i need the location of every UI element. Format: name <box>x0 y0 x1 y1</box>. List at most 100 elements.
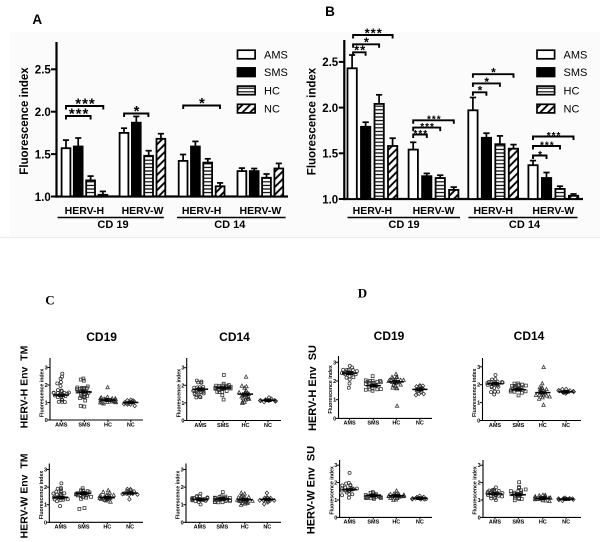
svg-text:SMS: SMS <box>78 422 90 428</box>
svg-text:3: 3 <box>181 468 184 474</box>
svg-text:CD19: CD19 <box>374 329 405 343</box>
svg-text:*: * <box>134 103 141 120</box>
svg-text:*: * <box>484 75 490 89</box>
svg-text:AMS: AMS <box>343 421 356 427</box>
svg-text:HERV-W: HERV-W <box>532 205 574 217</box>
svg-text:***: *** <box>69 105 90 122</box>
svg-text:HC: HC <box>103 525 111 531</box>
svg-text:***: *** <box>427 115 442 126</box>
svg-text:HC: HC <box>392 421 400 427</box>
svg-text:CD 14: CD 14 <box>214 219 246 231</box>
svg-text:1: 1 <box>334 498 337 504</box>
svg-text:SMS: SMS <box>367 421 379 427</box>
svg-text:*: * <box>199 95 206 112</box>
svg-text:HERV-H: HERV-H <box>182 205 221 217</box>
svg-text:2.0: 2.0 <box>35 107 51 119</box>
svg-text:SMS: SMS <box>564 67 588 79</box>
svg-text:NC: NC <box>416 520 424 526</box>
svg-text:Fluorescence index: Fluorescence index <box>176 471 182 520</box>
svg-text:AMS: AMS <box>564 50 588 62</box>
svg-text:HC: HC <box>104 422 112 428</box>
svg-text:Fluorescence index: Fluorescence index <box>473 466 479 515</box>
svg-text:HC: HC <box>241 525 249 531</box>
svg-text:0: 0 <box>334 515 337 521</box>
svg-text:***: *** <box>547 131 562 142</box>
svg-text:1: 1 <box>44 503 47 509</box>
svg-text:HERV-W: HERV-W <box>239 205 281 217</box>
svg-text:Fluorescence index: Fluorescence index <box>328 365 334 414</box>
svg-text:0: 0 <box>477 419 480 425</box>
svg-text:2: 2 <box>44 485 47 491</box>
svg-text:1: 1 <box>333 398 336 404</box>
svg-text:Fluorescence index: Fluorescence index <box>329 466 335 515</box>
svg-text:SMS: SMS <box>216 525 228 531</box>
svg-text:SMS: SMS <box>78 525 90 531</box>
svg-text:HERV-H: HERV-H <box>473 205 512 217</box>
svg-text:NC: NC <box>564 104 580 116</box>
svg-text:0: 0 <box>181 419 184 425</box>
svg-text:AMS: AMS <box>264 50 288 62</box>
svg-text:2.5: 2.5 <box>322 57 339 69</box>
svg-text:HC: HC <box>564 85 580 97</box>
svg-text:3: 3 <box>45 366 48 372</box>
svg-text:AMS: AMS <box>55 422 68 428</box>
svg-text:AMS: AMS <box>489 520 502 526</box>
svg-text:HERV-W: HERV-W <box>122 205 164 217</box>
svg-text:***: *** <box>420 122 435 133</box>
svg-text:3: 3 <box>44 468 47 474</box>
svg-text:2: 2 <box>45 383 48 389</box>
svg-text:AMS: AMS <box>489 423 502 429</box>
svg-text:AMS: AMS <box>194 525 207 531</box>
svg-text:*: * <box>538 150 543 161</box>
svg-text:A: A <box>32 12 42 27</box>
svg-text:CD14: CD14 <box>514 329 545 343</box>
svg-text:CD 19: CD 19 <box>388 219 419 231</box>
svg-text:HC: HC <box>539 423 547 429</box>
svg-text:HC: HC <box>264 85 280 97</box>
svg-text:HC: HC <box>392 520 400 526</box>
svg-text:2: 2 <box>477 383 480 389</box>
svg-text:SMS: SMS <box>512 423 524 429</box>
svg-text:1.5: 1.5 <box>35 149 52 161</box>
svg-text:NC: NC <box>264 423 272 429</box>
svg-text:1.5: 1.5 <box>322 149 339 161</box>
svg-text:0: 0 <box>478 515 481 521</box>
svg-text:AMS: AMS <box>54 525 67 531</box>
svg-text:0: 0 <box>333 416 336 422</box>
svg-text:Fluorescence index: Fluorescence index <box>39 471 45 520</box>
svg-text:HERV-H Env SU: HERV-H Env SU <box>307 345 319 431</box>
svg-text:HERV-W Env SU: HERV-W Env SU <box>305 446 317 534</box>
svg-text:1: 1 <box>181 503 184 509</box>
svg-text:SMS: SMS <box>512 520 524 526</box>
svg-text:NC: NC <box>562 423 570 429</box>
svg-text:Fluorescence index: Fluorescence index <box>40 369 46 418</box>
svg-text:2.5: 2.5 <box>35 65 52 77</box>
svg-text:3: 3 <box>477 365 480 371</box>
svg-text:NC: NC <box>263 525 271 531</box>
svg-text:NC: NC <box>562 520 570 526</box>
svg-text:C: C <box>45 293 54 308</box>
svg-text:0: 0 <box>44 520 47 526</box>
svg-text:2: 2 <box>334 481 337 487</box>
svg-text:SMS: SMS <box>217 423 229 429</box>
svg-text:3: 3 <box>478 463 481 469</box>
svg-text:***: *** <box>413 129 428 140</box>
svg-text:HERV-W Env TM: HERV-W Env TM <box>19 453 31 538</box>
svg-text:HC: HC <box>242 423 250 429</box>
svg-text:1.0: 1.0 <box>322 194 338 206</box>
svg-text:AMS: AMS <box>194 423 207 429</box>
svg-text:HERV-H: HERV-H <box>65 205 104 217</box>
svg-text:SMS: SMS <box>264 67 288 79</box>
svg-text:NC: NC <box>126 525 134 531</box>
svg-text:**: ** <box>354 43 366 58</box>
svg-text:Fluorescence index: Fluorescence index <box>472 368 478 417</box>
svg-text:CD14: CD14 <box>219 330 250 344</box>
svg-text:HERV-H: HERV-H <box>353 205 392 217</box>
svg-text:CD 19: CD 19 <box>97 219 128 231</box>
svg-text:3: 3 <box>334 463 337 469</box>
svg-text:*: * <box>364 35 370 50</box>
svg-text:2: 2 <box>333 379 336 385</box>
svg-text:Fluorescence index: Fluorescence index <box>176 369 182 418</box>
svg-text:CD19: CD19 <box>86 330 117 344</box>
svg-text:1: 1 <box>477 401 480 407</box>
